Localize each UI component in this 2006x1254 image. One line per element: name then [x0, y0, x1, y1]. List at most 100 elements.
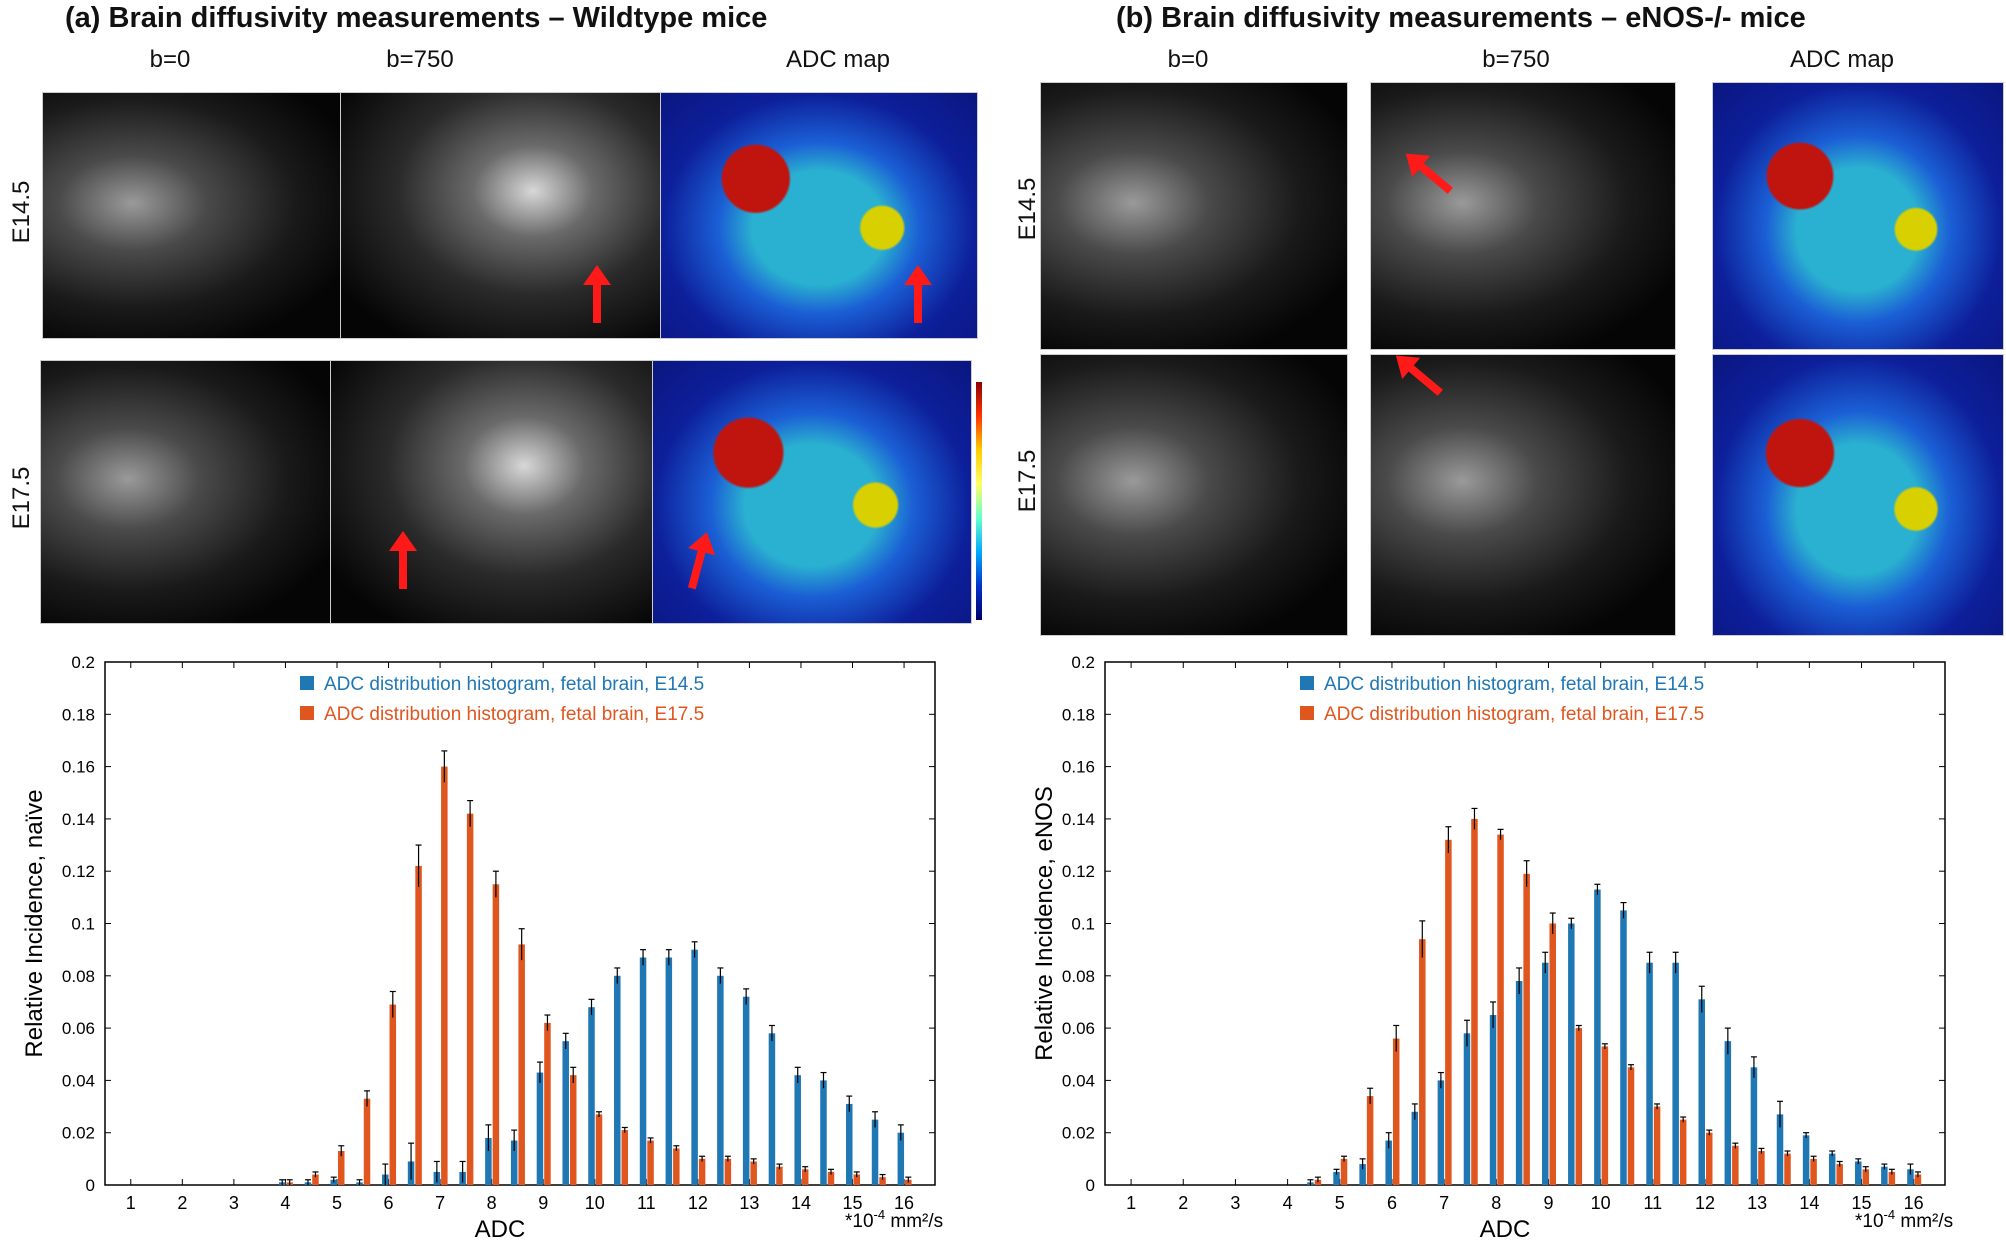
bar-e145 [742, 996, 750, 1185]
y-tick-label: 0 [1086, 1176, 1095, 1195]
bar-e175 [1497, 834, 1504, 1185]
x-unit-base: *10 [1855, 1211, 1884, 1232]
x-unit-label: *10-4 mm²/s [1855, 1207, 1953, 1232]
y-tick-label: 0.12 [1062, 862, 1095, 881]
adc-map-enos-e175 [1712, 354, 2004, 636]
x-tick-label: 13 [1747, 1193, 1767, 1213]
panel-b-col-adc: ADC map [1789, 46, 1895, 73]
y-tick-label: 0.06 [1062, 1019, 1095, 1038]
bar-e175 [312, 1174, 319, 1185]
bar-e175 [492, 884, 500, 1185]
y-tick-label: 0.18 [1062, 705, 1095, 724]
y-axis-label: Relative Incidence, naïve [21, 789, 48, 1057]
panel-b-col-b0: b=0 [1167, 46, 1209, 73]
y-tick-label: 0.14 [1062, 810, 1095, 829]
x-unit-base: *10 [845, 1211, 874, 1232]
x-tick-label: 12 [688, 1193, 708, 1213]
mri-wt-e145-b750 [340, 92, 662, 339]
y-tick-label: 0.2 [71, 653, 95, 672]
bar-e175 [1914, 1174, 1922, 1185]
panel-b-title: (b) Brain diffusivity measurements – eNO… [1116, 2, 1806, 34]
bar-e145 [1750, 1067, 1758, 1185]
mri-enos-e145-b0 [1040, 82, 1348, 350]
x-tick-label: 9 [1543, 1193, 1553, 1213]
bar-e145 [1855, 1161, 1862, 1185]
x-tick-label: 10 [1591, 1193, 1611, 1213]
bar-e175 [544, 1022, 551, 1185]
bar-e175 [518, 944, 525, 1185]
y-tick-label: 0.06 [62, 1019, 95, 1038]
bar-e145 [1672, 962, 1679, 1185]
bar-e145 [1698, 999, 1705, 1185]
bar-e175 [415, 865, 422, 1185]
y-tick-label: 0.08 [1062, 967, 1095, 986]
y-tick-label: 0.16 [62, 758, 95, 777]
adc-colorbar [976, 382, 982, 620]
bar-e175 [647, 1140, 654, 1185]
bar-e175 [621, 1130, 629, 1185]
y-tick-label: 0.2 [1071, 653, 1095, 672]
panel-a-col-b0: b=0 [149, 46, 191, 73]
adc-map-wt-e145 [660, 92, 978, 339]
legend-entry-e145: ADC distribution histogram, fetal brain,… [1324, 674, 1704, 695]
bar-e175 [1862, 1169, 1870, 1185]
x-tick-label: 15 [842, 1193, 862, 1213]
x-tick-label: 15 [1852, 1193, 1872, 1213]
x-tick-label: 16 [1904, 1193, 1924, 1213]
bar-e145 [1594, 889, 1601, 1185]
y-tick-label: 0.12 [62, 862, 95, 881]
bar-e175 [1392, 1038, 1400, 1185]
bar-e145 [485, 1137, 492, 1185]
bar-e145 [1724, 1041, 1732, 1185]
bar-e145 [1541, 962, 1549, 1185]
bar-e145 [639, 957, 647, 1185]
bar-e175 [853, 1174, 861, 1185]
red-arrow-icon [1417, 162, 1453, 194]
x-tick-label: 14 [791, 1193, 811, 1213]
bar-e175 [1758, 1151, 1765, 1185]
bar-e175 [1523, 873, 1530, 1185]
x-tick-label: 7 [435, 1193, 445, 1213]
y-axis-label: Relative Incidence, eNOS [1031, 786, 1058, 1061]
bar-e175 [1471, 818, 1478, 1185]
bar-e145 [614, 975, 621, 1185]
y-tick-label: 0.04 [62, 1071, 95, 1090]
bar-e175 [724, 1158, 732, 1185]
bar-e175 [673, 1148, 680, 1185]
bar-e145 [1776, 1114, 1784, 1185]
bar-e175 [569, 1075, 577, 1185]
bar-e145 [510, 1140, 518, 1185]
bar-e175 [1784, 1153, 1791, 1185]
legend-swatch-e175 [300, 706, 314, 720]
x-tick-label: 5 [1335, 1193, 1345, 1213]
legend-swatch-e175 [1300, 706, 1314, 720]
x-tick-label: 6 [384, 1193, 394, 1213]
x-tick-label: 14 [1799, 1193, 1819, 1213]
adc-map-wt-e175 [652, 360, 972, 624]
x-tick-label: 13 [739, 1193, 759, 1213]
x-axis-label: ADC [475, 1216, 526, 1243]
bar-e145 [1646, 962, 1653, 1185]
panel-b-row-e145: E14.5 [1014, 177, 1041, 241]
bar-e175 [1732, 1145, 1739, 1185]
x-unit-exponent: -4 [1884, 1207, 1896, 1222]
x-tick-label: 3 [1230, 1193, 1240, 1213]
panel-a-row-e175: E17.5 [8, 466, 35, 530]
red-arrow-icon [904, 265, 932, 323]
bar-e175 [441, 766, 448, 1185]
x-tick-label: 7 [1439, 1193, 1449, 1213]
bar-e175 [1340, 1158, 1348, 1185]
bar-e175 [1419, 939, 1426, 1185]
bar-e175 [1627, 1067, 1635, 1185]
x-tick-label: 5 [332, 1193, 342, 1213]
bar-e175 [1836, 1164, 1843, 1185]
x-unit-exponent: -4 [874, 1207, 886, 1222]
y-tick-label: 0.1 [71, 915, 95, 934]
x-tick-label: 6 [1387, 1193, 1397, 1213]
x-unit-tail: mm²/s [885, 1211, 943, 1232]
bar-e175 [698, 1158, 706, 1185]
legend-entry-e145: ADC distribution histogram, fetal brain,… [324, 674, 704, 695]
mri-enos-e145-b750 [1370, 82, 1676, 350]
bar-e145 [1620, 910, 1627, 1185]
histogram-wildtype: 0 0.02 0.04 0.06 0.08 0.1 0.12 0.14 0.16 0.18 0.2 1… [21, 653, 943, 1243]
